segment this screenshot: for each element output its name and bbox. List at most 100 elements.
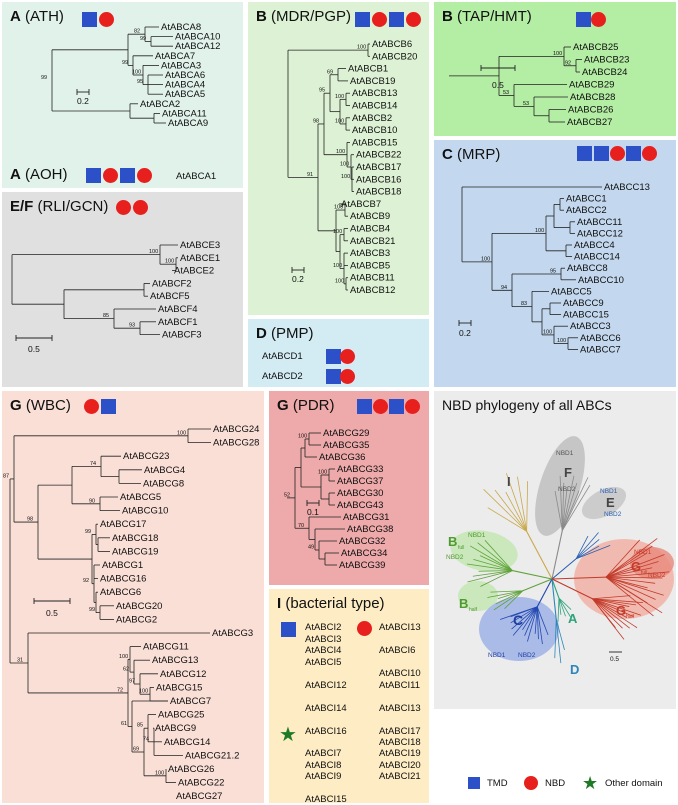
nbd-branch bbox=[605, 576, 656, 584]
panel-pmp: D (PMP) AtABCD1 AtABCD2 bbox=[248, 319, 429, 387]
nbd-branch bbox=[534, 606, 538, 634]
panel-wbc: G (WBC) AtABCG24 AtABCG28 AtABCG23 AtABCG4 A… bbox=[2, 391, 264, 803]
nbd-branch bbox=[551, 578, 557, 620]
leaf-label: AtABCB25 bbox=[573, 42, 618, 53]
tree-mrp: AtABCC13AtABCC1AtABCC2AtABCC11AtABCC12At… bbox=[458, 182, 650, 355]
leaf-label: AtABCI13 bbox=[379, 703, 421, 714]
leaf-label: AtABCF2 bbox=[152, 278, 192, 289]
leaf-label: AtABCC11 bbox=[577, 217, 622, 228]
leaf-label: AtABCC4 bbox=[574, 240, 615, 251]
nbd-branch bbox=[557, 598, 560, 622]
full-sub: full bbox=[641, 570, 647, 576]
legend-nbd-label: NBD bbox=[545, 778, 566, 789]
nbd-icon bbox=[133, 200, 148, 215]
nbd-branch bbox=[605, 576, 656, 600]
leaf-label: AtABCC3 bbox=[570, 321, 611, 332]
leaf-label: AtABCG13 bbox=[152, 655, 198, 666]
panel-title: G (WBC) bbox=[10, 397, 71, 414]
tmd-icon bbox=[326, 349, 341, 364]
tmd-icon bbox=[576, 12, 591, 27]
bootstrap-label: 100 bbox=[543, 329, 552, 335]
bootstrap-label: 100 bbox=[132, 70, 141, 76]
leaf-label: AtABCA5 bbox=[165, 89, 205, 100]
leaf-label: AtABCE1 bbox=[180, 253, 220, 264]
scale-label: 0.5 bbox=[610, 656, 619, 663]
nbd-branch bbox=[505, 473, 528, 532]
leaf-label: AtABCI11 bbox=[379, 680, 421, 691]
bootstrap-label: 92 bbox=[83, 578, 89, 584]
leaf-label: AtABCG19 bbox=[112, 546, 158, 557]
nbd-branch bbox=[592, 598, 634, 618]
panel-title: C (MRP) bbox=[442, 146, 501, 163]
nbd-branch bbox=[559, 475, 563, 531]
legend-tmd-label: TMD bbox=[487, 778, 508, 789]
tmd-icon bbox=[355, 12, 370, 27]
nbd-branch bbox=[575, 545, 611, 560]
nbd-branch bbox=[558, 597, 571, 618]
nbd-branch bbox=[592, 598, 627, 618]
leaf-label: AtABCI21 bbox=[379, 771, 421, 782]
nbd-branch bbox=[555, 619, 565, 651]
leaf-label: AtABCA7 bbox=[155, 51, 195, 62]
bootstrap-label: 61 bbox=[121, 721, 127, 727]
nbd2-label: NBD2 bbox=[446, 554, 464, 561]
nbd-branch bbox=[536, 606, 549, 636]
nbd-branch bbox=[561, 477, 589, 531]
nbd-branch bbox=[592, 595, 631, 600]
leaf-label: AtABCG20 bbox=[116, 601, 162, 612]
panel-title: B (MDR/PGP) bbox=[256, 8, 352, 25]
nbd2-label: NBD2 bbox=[558, 486, 576, 493]
nbd-branch bbox=[605, 576, 654, 617]
bootstrap-label: 100 bbox=[357, 45, 366, 51]
bootstrap-label: 98 bbox=[313, 118, 319, 124]
nbd-branch bbox=[592, 598, 638, 629]
half-sub: half bbox=[469, 607, 478, 613]
leaf-label: AtABCI19 bbox=[379, 748, 421, 759]
leaf-label: AtABCF1 bbox=[158, 317, 198, 328]
leaf-label: AtABCB15 bbox=[352, 137, 397, 148]
bootstrap-label: 95 bbox=[137, 79, 143, 85]
clade-label-g: G bbox=[631, 559, 641, 574]
nbd-branch bbox=[605, 561, 659, 578]
tmd-icon bbox=[389, 12, 404, 27]
nbd-branch bbox=[605, 571, 670, 578]
tmd-icon bbox=[281, 622, 296, 637]
bootstrap-label: 72 bbox=[117, 687, 123, 693]
leaf-label: AtABCC9 bbox=[563, 298, 604, 309]
bootstrap-label: 100 bbox=[481, 256, 490, 262]
tmd-icon bbox=[101, 399, 116, 414]
leaf-label: AtABCB4 bbox=[350, 224, 390, 235]
tmd-icon bbox=[326, 369, 341, 384]
leaf-label: AtABCB22 bbox=[356, 150, 401, 161]
nbd-branch bbox=[522, 606, 538, 631]
nbd-branch bbox=[592, 598, 637, 606]
nbd-branch bbox=[561, 482, 565, 531]
leaf-label: AtABCI17 bbox=[379, 726, 421, 737]
nbd-branch bbox=[575, 545, 600, 560]
leaf-label: AtABCI5 bbox=[305, 657, 342, 668]
leaf-label: AtABCC7 bbox=[580, 344, 621, 355]
bootstrap-label: 69 bbox=[327, 69, 333, 75]
bootstrap-label: 100 bbox=[334, 205, 343, 211]
leaf-label: AtABCG22 bbox=[178, 778, 224, 789]
clade-e-shade bbox=[581, 486, 627, 520]
bootstrap-label: 100 bbox=[155, 770, 164, 776]
half-sub: half bbox=[626, 614, 635, 620]
leaf-label: AtABCB28 bbox=[570, 92, 615, 103]
bootstrap-label: 74 bbox=[90, 461, 96, 467]
nbd-branch bbox=[505, 491, 528, 532]
tree-ath-group: AtABCA8AtABCA10AtABCA12AtABCA7AtABCA3AtA… bbox=[41, 22, 220, 129]
nbd-icon bbox=[610, 146, 625, 161]
nbd-icon bbox=[340, 349, 355, 364]
nbd-branch bbox=[511, 606, 538, 630]
bootstrap-label: 69 bbox=[133, 747, 139, 753]
nbd-branch bbox=[524, 606, 538, 636]
bootstrap-label: 100 bbox=[557, 338, 566, 344]
nbd1-label: NBD1 bbox=[468, 532, 486, 539]
leaf-label: AtABCG9 bbox=[155, 723, 196, 734]
nbd-icon bbox=[591, 12, 606, 27]
nbd-branch bbox=[554, 490, 563, 531]
